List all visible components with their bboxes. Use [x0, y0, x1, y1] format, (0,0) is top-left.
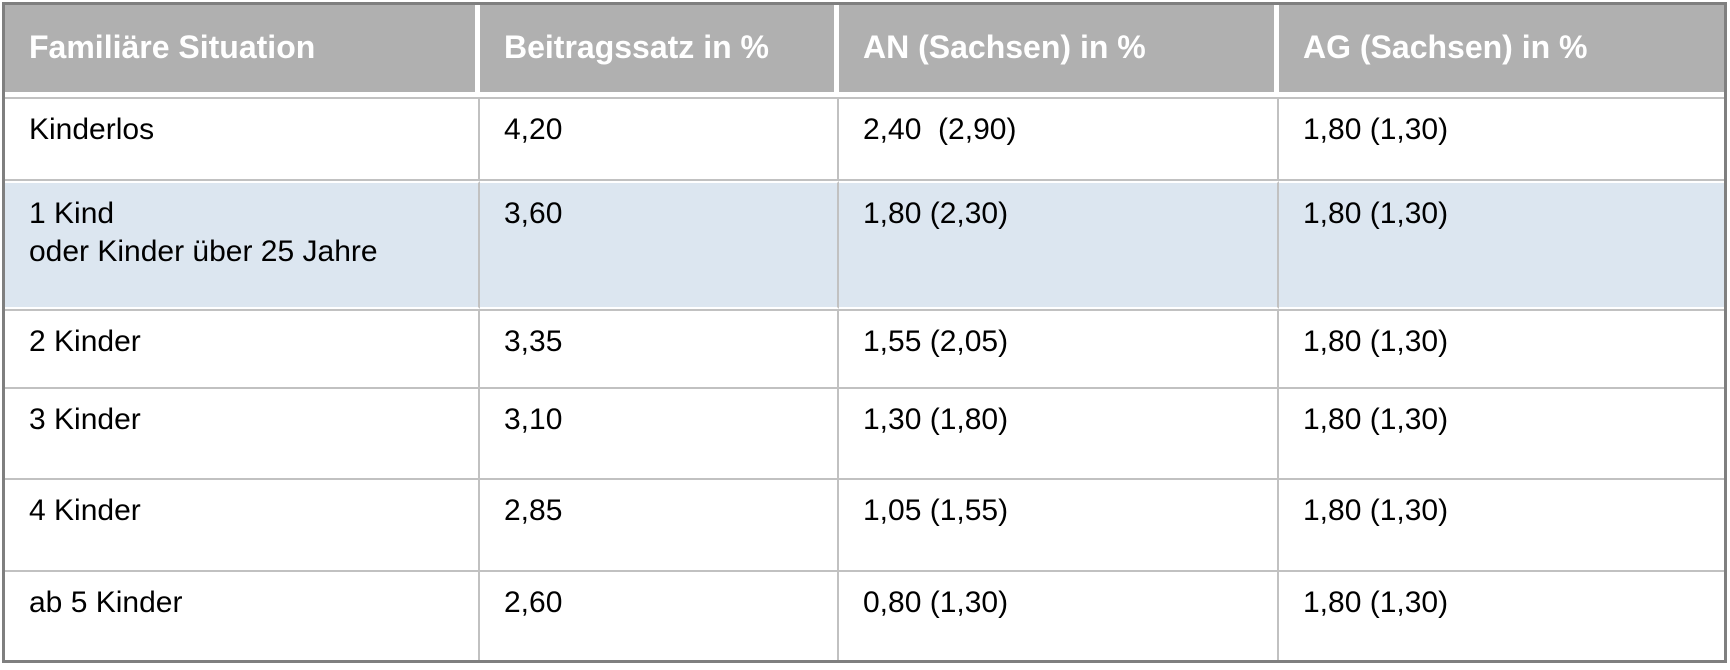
cell-ag: 1,80 (1,30)	[1279, 480, 1724, 572]
table-row-kinderlos: Kinderlos 4,20 2,40 (2,90) 1,80 (1,30)	[5, 97, 1724, 181]
cell-situation: Kinderlos	[5, 97, 480, 181]
header-cell-beitragssatz: Beitragssatz in %	[480, 5, 839, 97]
cell-beitragssatz: 2,85	[480, 480, 839, 572]
table-row-2-kinder: 2 Kinder 3,35 1,55 (2,05) 1,80 (1,30)	[5, 309, 1724, 389]
header-cell-ag-sachsen: AG (Sachsen) in %	[1279, 5, 1724, 97]
cell-ag: 1,80 (1,30)	[1279, 309, 1724, 389]
table-header: Familiäre Situation Beitragssatz in % AN…	[5, 5, 1724, 97]
cell-beitragssatz: 2,60	[480, 572, 839, 660]
cell-an: 0,80 (1,30)	[839, 572, 1279, 660]
cell-an: 1,05 (1,55)	[839, 480, 1279, 572]
table-row-1-kind: 1 Kind oder Kinder über 25 Jahre 3,60 1,…	[5, 181, 1724, 309]
cell-beitragssatz: 3,35	[480, 309, 839, 389]
cell-an: 1,30 (1,80)	[839, 389, 1279, 480]
cell-ag: 1,80 (1,30)	[1279, 181, 1724, 309]
cell-beitragssatz: 4,20	[480, 97, 839, 181]
header-cell-an-sachsen: AN (Sachsen) in %	[839, 5, 1279, 97]
table-row-ab-5-kinder: ab 5 Kinder 2,60 0,80 (1,30) 1,80 (1,30)	[5, 572, 1724, 660]
header-cell-familiaere-situation: Familiäre Situation	[5, 5, 480, 97]
cell-ag: 1,80 (1,30)	[1279, 572, 1724, 660]
cell-beitragssatz: 3,10	[480, 389, 839, 480]
table-row-3-kinder: 3 Kinder 3,10 1,30 (1,80) 1,80 (1,30)	[5, 389, 1724, 480]
table-body: Kinderlos 4,20 2,40 (2,90) 1,80 (1,30) 1…	[5, 97, 1724, 660]
cell-an: 1,80 (2,30)	[839, 181, 1279, 309]
cell-ag: 1,80 (1,30)	[1279, 97, 1724, 181]
cell-situation: 4 Kinder	[5, 480, 480, 572]
cell-situation: ab 5 Kinder	[5, 572, 480, 660]
cell-situation: 3 Kinder	[5, 389, 480, 480]
header-row: Familiäre Situation Beitragssatz in % AN…	[5, 5, 1724, 97]
table-row-4-kinder: 4 Kinder 2,85 1,05 (1,55) 1,80 (1,30)	[5, 480, 1724, 572]
cell-situation: 1 Kind oder Kinder über 25 Jahre	[5, 181, 480, 309]
cell-situation: 2 Kinder	[5, 309, 480, 389]
cell-beitragssatz: 3,60	[480, 181, 839, 309]
cell-an: 1,55 (2,05)	[839, 309, 1279, 389]
cell-ag: 1,80 (1,30)	[1279, 389, 1724, 480]
cell-an: 2,40 (2,90)	[839, 97, 1279, 181]
